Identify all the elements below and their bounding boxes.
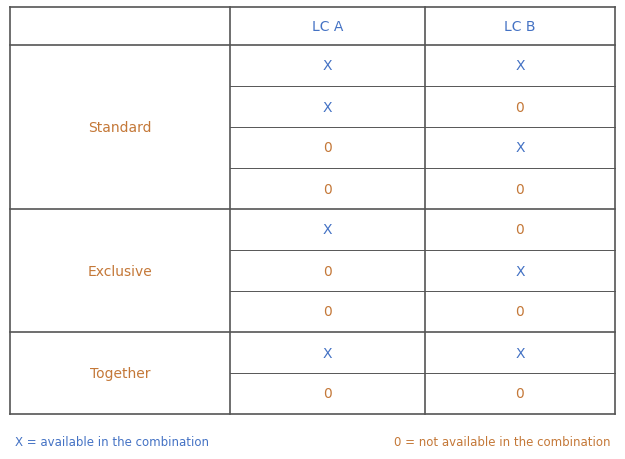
Text: Standard: Standard xyxy=(88,121,152,134)
Text: X: X xyxy=(322,346,332,360)
Text: 0: 0 xyxy=(516,305,524,319)
Text: Together: Together xyxy=(90,366,150,380)
Text: X: X xyxy=(515,346,525,360)
Text: LC A: LC A xyxy=(312,20,343,34)
Text: 0: 0 xyxy=(516,223,524,237)
Text: X: X xyxy=(322,223,332,237)
Text: X = available in the combination: X = available in the combination xyxy=(15,435,209,448)
Text: X: X xyxy=(322,100,332,114)
Text: 0: 0 xyxy=(323,386,332,401)
Text: 0: 0 xyxy=(323,264,332,278)
Text: 0: 0 xyxy=(323,141,332,155)
Text: 0: 0 xyxy=(516,100,524,114)
Text: X: X xyxy=(322,59,332,73)
Text: 0 = not available in the combination: 0 = not available in the combination xyxy=(394,435,610,448)
Text: X: X xyxy=(515,264,525,278)
Text: 0: 0 xyxy=(323,305,332,319)
Text: X: X xyxy=(515,59,525,73)
Text: LC B: LC B xyxy=(504,20,536,34)
Text: Exclusive: Exclusive xyxy=(88,264,152,278)
Text: X: X xyxy=(515,141,525,155)
Text: 0: 0 xyxy=(323,182,332,196)
Text: 0: 0 xyxy=(516,386,524,401)
Text: 0: 0 xyxy=(516,182,524,196)
